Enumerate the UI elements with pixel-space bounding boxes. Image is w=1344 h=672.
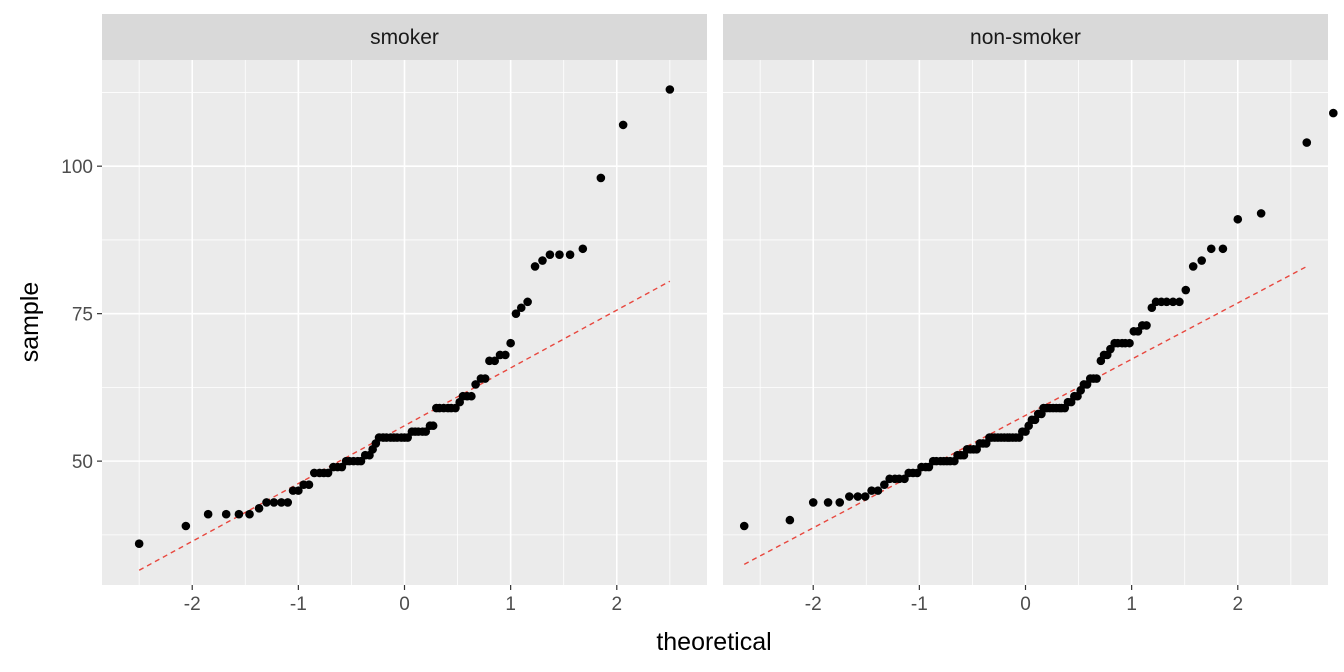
x-tick-label: 1 (505, 594, 516, 615)
qq-point (1162, 297, 1171, 307)
y-tick-label: 100 (61, 157, 93, 178)
qq-point (516, 303, 526, 313)
gridlines (723, 60, 1328, 585)
qq-point (1181, 285, 1191, 295)
x-tick-label: 0 (399, 594, 410, 615)
qq-point (262, 498, 271, 507)
sample-points (134, 85, 675, 549)
x-axis-non-smoker: -2 -1 0 1 2 (805, 585, 1243, 615)
facet-panel-non-smoker: non-smoker -2 -1 0 1 2 (723, 14, 1338, 615)
x-tick-label: 1 (1126, 594, 1137, 615)
qq-point (618, 120, 628, 130)
qq-point (1092, 374, 1101, 383)
qq-point (1218, 244, 1228, 254)
qq-point (1256, 209, 1266, 218)
qq-point (221, 509, 231, 519)
qq-point (480, 374, 490, 383)
qq-point (1197, 256, 1206, 265)
qq-point (511, 309, 521, 318)
x-tick-label: 2 (611, 594, 622, 615)
qq-point (665, 85, 675, 94)
qq-point (294, 486, 303, 495)
qq-point (555, 250, 564, 259)
qq-point (578, 244, 588, 254)
qq-point (808, 498, 818, 507)
y-tick-label: 75 (72, 305, 93, 326)
gridlines (102, 60, 707, 585)
x-tick-label: -1 (290, 594, 307, 615)
facet-panels: smoker -2 -1 0 1 2 non-smoker -2 -1 0 1 2 (102, 14, 1338, 615)
y-axis-title: sample (16, 282, 44, 363)
qq-point (596, 173, 606, 183)
qq-point (245, 509, 254, 519)
qq-point (880, 480, 889, 490)
qq-point (203, 509, 213, 519)
qq-point (523, 297, 532, 307)
qq-point (1233, 214, 1243, 224)
qq-reference-line (743, 265, 1308, 565)
qq-point (530, 262, 540, 271)
qq-reference-line (138, 280, 671, 571)
qq-point (1206, 244, 1216, 254)
qq-point (490, 356, 500, 366)
qq-point (1125, 338, 1134, 348)
qq-point (277, 498, 286, 507)
qq-point (1302, 138, 1312, 147)
x-axis-title: theoretical (656, 628, 771, 656)
qq-point (835, 498, 845, 507)
qq-point (565, 250, 575, 259)
qq-point (467, 391, 476, 401)
facet-strip-label: smoker (370, 26, 439, 49)
x-tick-label: 0 (1020, 594, 1031, 615)
facet-strip (102, 14, 707, 60)
qq-point (545, 250, 555, 259)
y-axis: 50 75 100 (61, 157, 102, 473)
qq-point (1142, 321, 1151, 330)
qq-point (1175, 297, 1184, 307)
qq-point (867, 486, 876, 495)
qq-point (506, 338, 515, 348)
qq-point (471, 380, 480, 389)
x-tick-label: -1 (911, 594, 928, 615)
qq-point (234, 509, 244, 519)
qq-point (853, 492, 863, 501)
facet-strip-label: non-smoker (970, 26, 1081, 49)
qq-point (1168, 297, 1178, 307)
qq-point (283, 498, 293, 507)
qq-point (254, 504, 264, 513)
facet-panel-smoker: smoker -2 -1 0 1 2 (102, 14, 707, 615)
qq-point (134, 539, 144, 549)
y-tick-label: 50 (72, 452, 93, 473)
qq-point (873, 486, 883, 495)
qq-point (428, 421, 438, 431)
qq-point (181, 521, 191, 531)
qq-point (269, 498, 279, 507)
x-axis-smoker: -2 -1 0 1 2 (184, 585, 622, 615)
qq-point (1329, 108, 1338, 118)
sample-points (739, 108, 1338, 531)
qq-point (1188, 262, 1198, 271)
qq-point (501, 350, 510, 360)
qq-point (304, 480, 314, 490)
x-tick-label: 2 (1232, 594, 1243, 615)
qq-point (785, 515, 795, 525)
qq-point (538, 256, 547, 265)
x-tick-label: -2 (805, 594, 822, 615)
facet-strip (723, 14, 1328, 60)
qq-point (323, 468, 333, 478)
qq-point (845, 492, 854, 501)
qq-point (860, 492, 870, 501)
x-tick-label: -2 (184, 594, 201, 615)
qq-point (739, 521, 749, 531)
qq-point (823, 498, 833, 507)
